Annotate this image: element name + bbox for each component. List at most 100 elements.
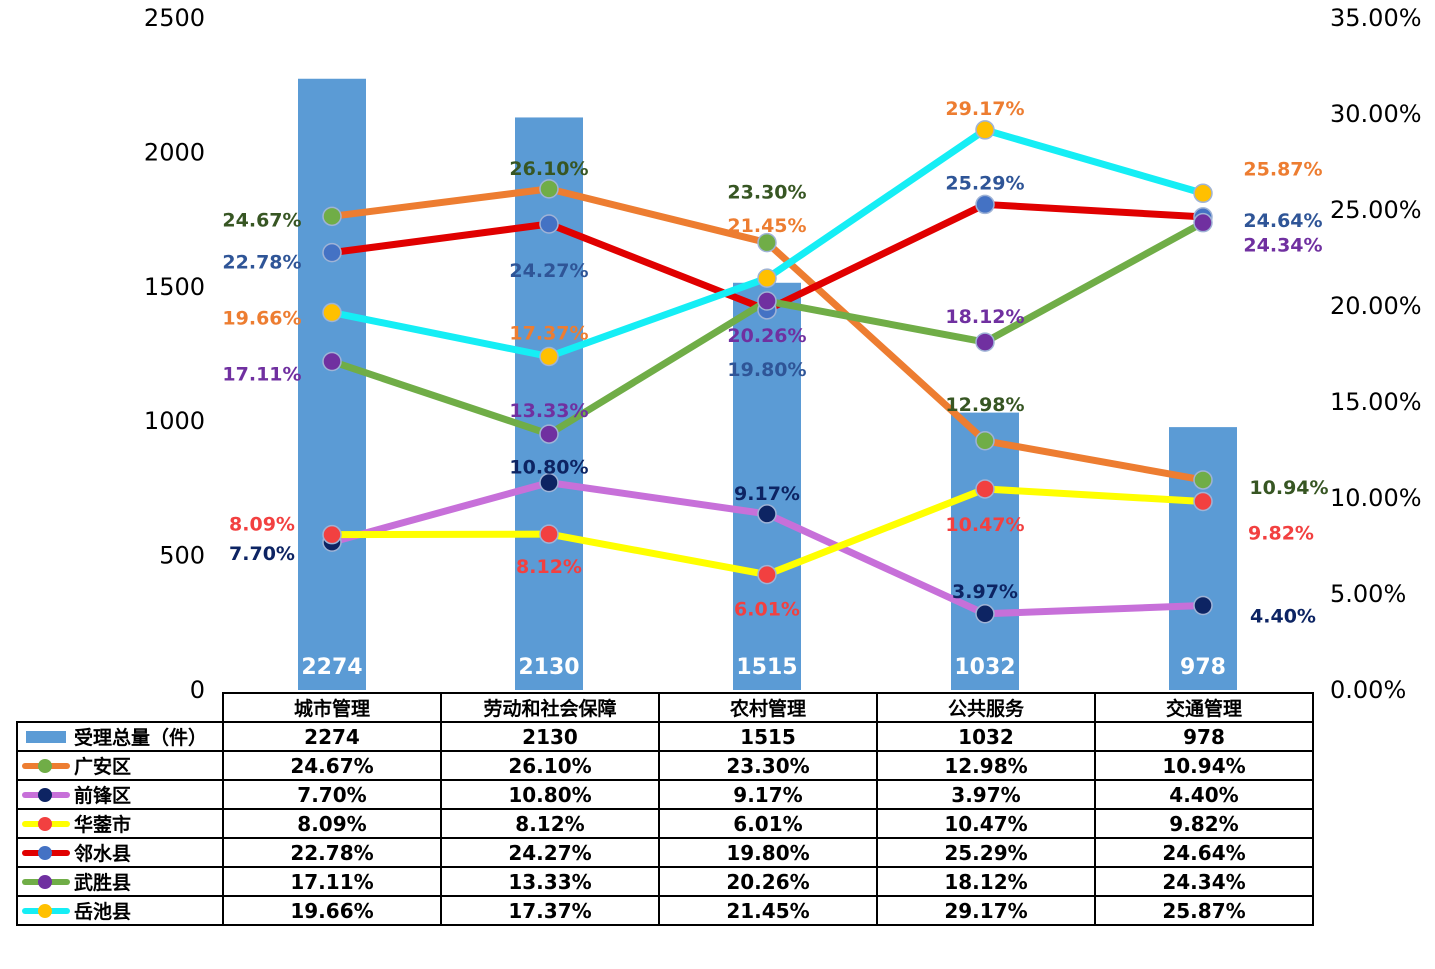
table-cell: 19.66% [222,895,442,926]
table-category-header: 农村管理 [658,692,878,723]
right-axis-tick: 5.00% [1330,580,1406,608]
point-value-label: 24.27% [509,260,588,282]
legend-key-line [22,873,70,891]
bar [951,412,1019,690]
table-cell: 6.01% [658,808,878,839]
point-value-label: 23.30% [727,182,806,204]
series-marker [322,242,342,263]
point-value-label: 24.67% [222,209,301,231]
point-value-label: 17.37% [509,322,588,344]
table-row: 受理总量（件） 2274 2130 1515 1032 978 [16,721,1314,752]
legend-key-line [22,815,70,833]
table-cell: 7.70% [222,779,442,810]
table-cell: 13.33% [440,866,660,897]
left-axis-tick: 1500 [144,273,205,301]
table-category-header: 公共服务 [876,692,1096,723]
table-category-header: 劳动和社会保障 [440,692,660,723]
series-marker [322,302,342,323]
point-value-label: 25.29% [945,172,1024,194]
point-value-label: 9.17% [734,483,800,505]
point-value-label: 10.94% [1249,477,1328,499]
table-cell: 9.82% [1094,808,1314,839]
table-cell: 3.97% [876,779,1096,810]
table-cell: 26.10% [440,750,660,781]
table-cell: 24.27% [440,837,660,868]
series-marker [975,120,995,140]
table-cell: 4.40% [1094,779,1314,810]
point-value-label: 20.26% [727,325,806,347]
point-value-label: 6.01% [734,599,800,621]
series-marker [1193,491,1213,512]
bar-value-label: 1032 [954,655,1015,680]
series-marker [539,524,559,544]
legend-cell: 华蓥市 [16,808,224,839]
table-cell: 8.09% [222,808,442,839]
table-cell: 24.67% [222,750,442,781]
series-name: 邻水县 [74,843,132,865]
series-marker [757,291,777,311]
point-value-label: 24.64% [1243,210,1322,232]
right-axis-tick: 10.00% [1330,484,1422,512]
point-value-label: 19.66% [222,308,301,330]
legend-key-line [22,757,70,775]
table-row: 前锋区 7.70% 10.80% 9.17% 3.97% 4.40% [16,779,1314,810]
legend-key-line [22,902,70,920]
bar-series: 2274 2130 1515 1032 978 [298,78,1237,691]
table-row: 华蓥市 8.09% 8.12% 6.01% 10.47% 9.82% [16,808,1314,839]
table-row: 邻水县 22.78% 24.27% 19.80% 25.29% 24.64% [16,837,1314,868]
table-row: 岳池县 19.66% 17.37% 21.45% 29.17% 25.87% [16,895,1314,926]
table-cell: 10.47% [876,808,1096,839]
bar [1169,427,1237,690]
series-name: 华蓥市 [74,814,132,836]
point-value-label: 10.47% [945,514,1024,536]
table-row: 武胜县 17.11% 13.33% 20.26% 18.12% 24.34% [16,866,1314,897]
legend-cell: 岳池县 [16,895,224,926]
table-cell: 2130 [440,721,660,752]
series-marker [1193,212,1213,233]
series-marker [757,564,777,585]
legend-cell: 受理总量（件） [16,721,224,752]
point-value-label: 9.82% [1248,522,1314,544]
right-axis-ticks: 0.00% 5.00% 10.00% 15.00% 20.00% 25.00% 30.00%… [1330,4,1422,704]
bar-value-label: 1515 [736,655,797,680]
data-table: 城市管理 劳动和社会保障 农村管理 公共服务 交通管理 受理总量（件） 2274 2130 1… [16,692,1314,926]
series-marker [539,179,559,199]
point-value-label: 4.40% [1250,606,1316,628]
left-axis-tick: 500 [159,542,205,570]
line-markers [322,120,1213,624]
table-cell: 17.11% [222,866,442,897]
bar-value-label: 978 [1180,655,1226,680]
table-cell: 9.17% [658,779,878,810]
legend-cell: 武胜县 [16,866,224,897]
series-marker [1193,183,1213,204]
series-marker [1193,595,1213,616]
series-marker [322,206,342,227]
bar-value-label: 2130 [518,655,579,680]
series-marker [757,504,777,524]
table-header-row: 城市管理 劳动和社会保障 农村管理 公共服务 交通管理 [17,692,1314,723]
point-value-label: 3.97% [952,581,1018,603]
legend-key-line [22,786,70,804]
table-cell: 19.80% [658,837,878,868]
series-name: 武胜县 [74,872,132,894]
series-marker [322,351,342,372]
bar [733,282,801,690]
series-marker [539,472,559,493]
table-row: 广安区 24.67% 26.10% 23.30% 12.98% 10.94% [16,750,1314,781]
table-cell: 22.78% [222,837,442,868]
point-value-label: 22.78% [222,252,301,274]
table-cell: 24.34% [1094,866,1314,897]
table-cell: 10.94% [1094,750,1314,781]
point-value-label: 26.10% [509,158,588,180]
table-cell: 8.12% [440,808,660,839]
table-cell: 10.80% [440,779,660,810]
series-marker [757,268,777,288]
table-body: 受理总量（件） 2274 2130 1515 1032 978 广安区 24.67% 26.10… [16,721,1314,926]
series-marker [975,194,995,215]
point-value-label: 12.98% [945,394,1024,416]
bar [298,78,366,691]
table-cell: 12.98% [876,750,1096,781]
point-value-label: 21.45% [727,215,806,237]
series-marker [975,604,995,624]
point-value-label: 8.12% [516,556,582,578]
